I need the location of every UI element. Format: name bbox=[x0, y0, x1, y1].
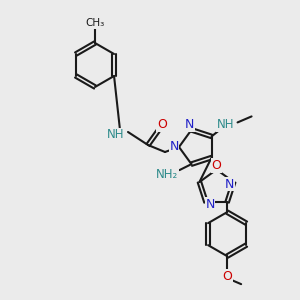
Text: NH: NH bbox=[107, 128, 125, 142]
Text: NH: NH bbox=[217, 118, 234, 131]
Text: O: O bbox=[212, 159, 221, 172]
Text: N: N bbox=[225, 178, 234, 190]
Text: O: O bbox=[222, 270, 232, 283]
Text: CH₃: CH₃ bbox=[85, 18, 105, 28]
Text: NH₂: NH₂ bbox=[156, 168, 178, 181]
Text: N: N bbox=[169, 140, 179, 154]
Text: N: N bbox=[185, 118, 194, 131]
Text: O: O bbox=[157, 118, 167, 131]
Text: N: N bbox=[205, 198, 215, 211]
